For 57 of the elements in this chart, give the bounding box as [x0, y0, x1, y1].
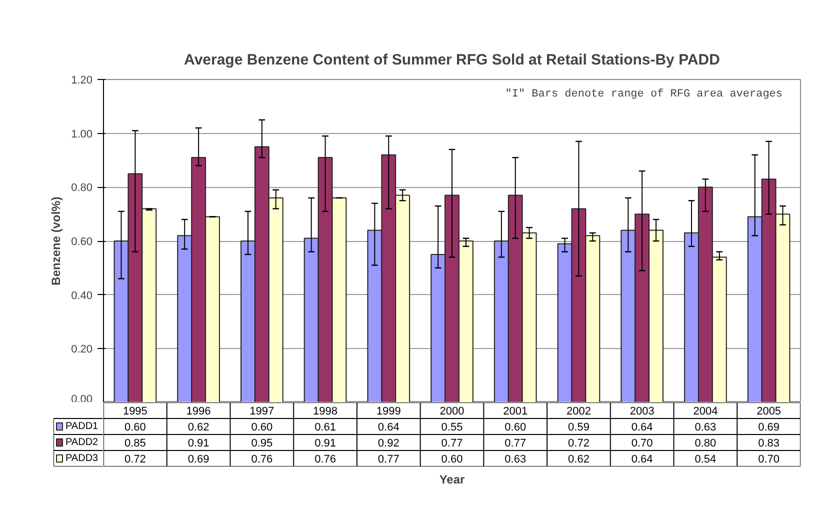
data-label: 0.60: [124, 422, 146, 434]
x-tick-label: 1998: [313, 406, 338, 418]
data-label: 0.54: [694, 454, 716, 466]
data-label: 0.76: [314, 454, 336, 466]
data-label: 0.60: [441, 454, 463, 466]
data-label: 0.60: [251, 422, 273, 434]
data-label: 0.69: [758, 422, 780, 434]
legend-label: PADD2: [66, 437, 99, 448]
data-label: 0.92: [378, 438, 400, 450]
x-tick-label: 1999: [376, 406, 401, 418]
data-label: 0.91: [314, 438, 336, 450]
x-axis-title: Year: [439, 472, 466, 486]
x-tick-label: 1996: [186, 406, 211, 418]
data-label: 0.64: [631, 422, 653, 434]
data-label: 0.91: [188, 438, 210, 450]
data-label: 0.64: [631, 454, 653, 466]
chart-title: Average Benzene Content of Summer RFG Sold at Retail Stations-By PADD: [184, 52, 720, 68]
data-label: 0.95: [251, 438, 273, 450]
data-label: 0.63: [694, 422, 716, 434]
data-label: 0.77: [378, 454, 400, 466]
y-tick-label: 1.20: [71, 74, 93, 86]
data-label: 0.72: [124, 454, 146, 466]
y-tick-label: 0.80: [71, 182, 93, 194]
data-label: 0.80: [694, 438, 716, 450]
x-tick-label: 1997: [250, 406, 274, 418]
x-tick-label: 2004: [693, 406, 718, 418]
data-label: 0.62: [188, 422, 210, 434]
data-label: 0.62: [568, 454, 590, 466]
x-tick-label: 2002: [566, 406, 591, 418]
x-tick-label: 2001: [503, 406, 528, 418]
data-label: 0.70: [631, 438, 653, 450]
x-tick-label: 2005: [756, 406, 782, 418]
data-label: 0.77: [441, 438, 463, 450]
y-axis-title: Benzene (vol%): [49, 196, 64, 286]
data-label: 0.64: [378, 422, 400, 434]
data-label: 0.63: [504, 454, 526, 466]
annotation: "I" Bars denote range of RFG area averages: [505, 88, 783, 100]
y-tick-label: 0.40: [71, 290, 93, 302]
data-label: 0.76: [251, 454, 273, 466]
y-tick-label: 0.20: [71, 344, 93, 356]
data-label: 0.72: [568, 438, 590, 450]
legend-label: PADD1: [66, 421, 99, 432]
data-label: 0.85: [124, 438, 146, 450]
y-tick-label: 1.00: [71, 128, 93, 140]
data-label: 0.69: [188, 454, 210, 466]
x-tick-label: 1995: [122, 406, 148, 418]
x-tick-label: 2000: [440, 406, 464, 418]
data-label: 0.55: [441, 422, 463, 434]
y-tick-label: 0.60: [71, 236, 93, 248]
data-label: 0.83: [758, 438, 780, 450]
x-tick-label: 2003: [630, 406, 654, 418]
data-label: 0.60: [504, 422, 526, 434]
data-label: 0.61: [314, 422, 336, 434]
data-label: 0.77: [504, 438, 526, 450]
data-label: 0.70: [758, 454, 780, 466]
data-label: 0.59: [568, 422, 590, 434]
legend-label: PADD3: [66, 453, 99, 464]
